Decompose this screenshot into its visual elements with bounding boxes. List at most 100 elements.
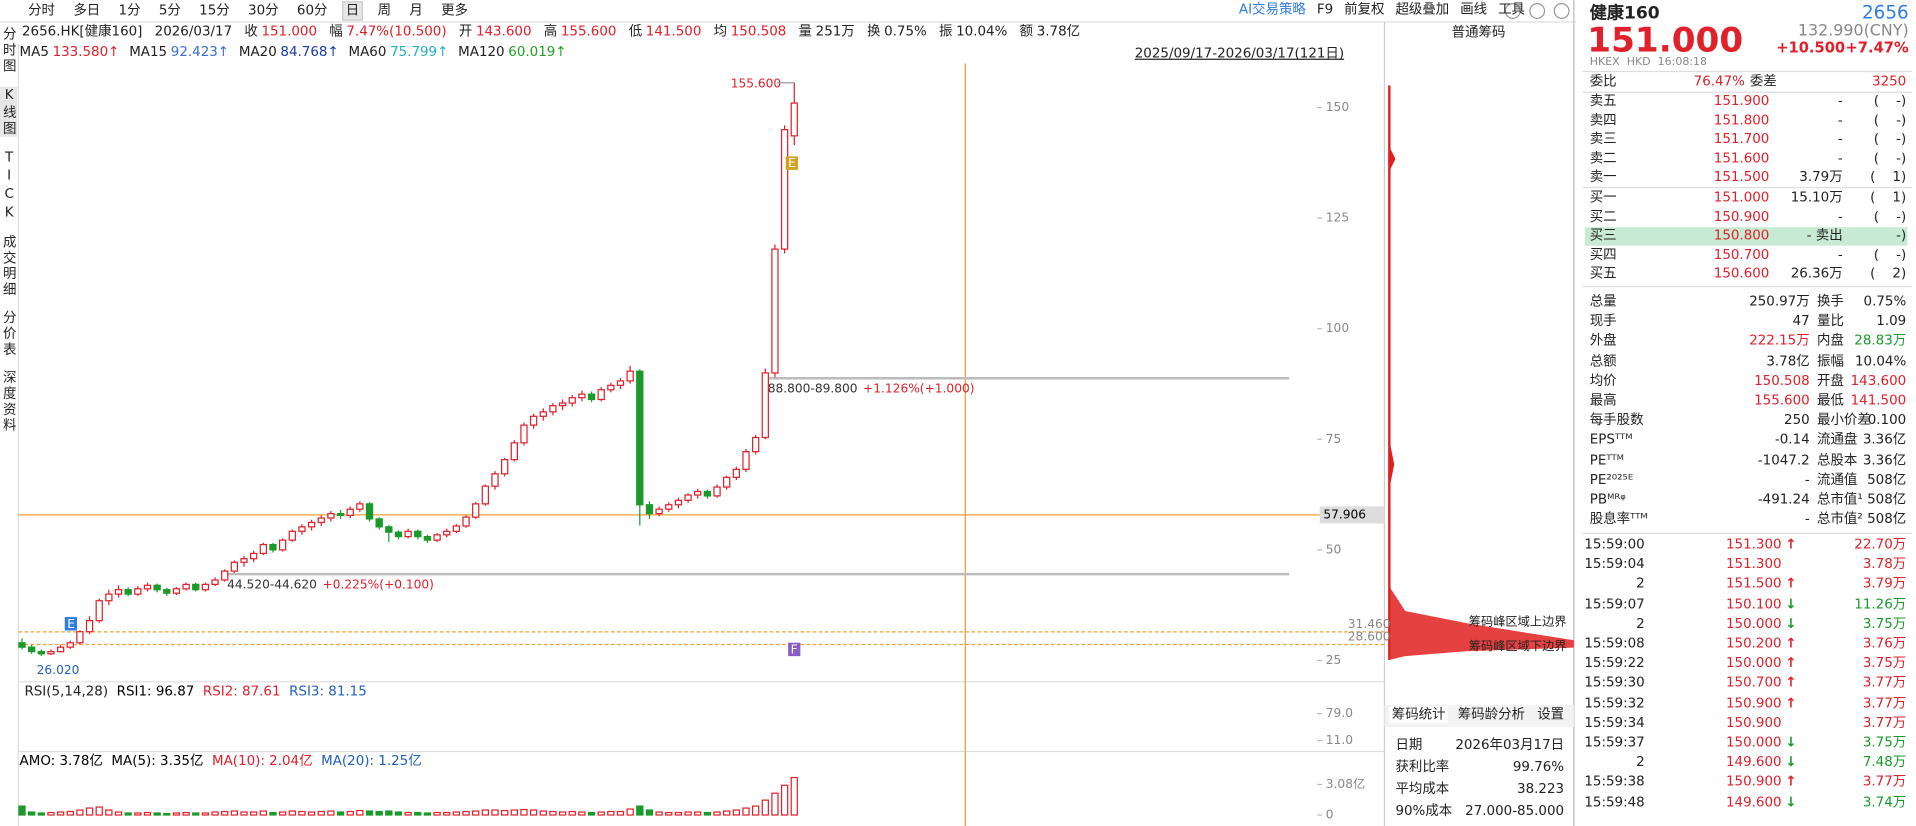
candle-body [288,530,296,541]
chip-blip [1389,439,1395,489]
candle-body [626,370,634,382]
book-count: ( -) [1873,130,1907,147]
tick-arrow: ↓ [1785,615,1797,632]
chip-tab[interactable]: 筹码龄分析 [1457,706,1525,723]
tick-arrow: ↓ [1785,754,1797,771]
candle-body [192,583,200,591]
candle-body [607,384,615,391]
candle-body [655,508,663,515]
candle-body [163,589,171,594]
stock-code: 2656.HK[健康160] [21,23,143,40]
chip-tab[interactable]: 设置 [1537,706,1565,723]
period-tab[interactable]: 1分 [118,2,141,19]
tick-time: 15:59:32 [1584,694,1645,711]
chip-stat-value: 99.76% [1512,758,1565,775]
tick-time: 15:59:04 [1584,556,1645,573]
period-tab[interactable]: 更多 [441,2,469,19]
tick-price: 150.000 [1725,655,1782,672]
period-tab[interactable]: 周 [377,2,392,19]
info-label: 低 [628,23,643,40]
side-tab[interactable]: 成交明细 [1,234,18,299]
tool-button[interactable]: F9 [1316,1,1334,18]
stat-label: 总市值¹ [1817,491,1863,508]
volume-bar [703,811,712,816]
candle-body [616,380,625,386]
volume-bar [529,809,538,816]
candle-body [751,436,760,453]
period-tab[interactable]: 5分 [158,2,181,19]
side-tab[interactable]: 分时图 [1,26,18,75]
period-tab[interactable]: 月 [409,2,423,19]
chip-tab[interactable]: 筹码统计 [1389,706,1448,724]
tick-volume: 3.75万 [1862,734,1907,751]
tick-volume: 3.78万 [1862,556,1907,573]
volume-bar [163,812,171,816]
separator [1582,70,1913,73]
tool-menu: AI交易策略 F9 前复权 超级叠加 画线 工具 [1239,1,1525,18]
rsi-value: RSI1: 96.87 [116,683,195,699]
candle-body [18,642,26,648]
volume-bar [143,811,152,816]
candle-body [37,650,45,655]
rsi-tick-label: 11.0 [1326,733,1353,747]
separator [1582,285,1913,288]
period-tab[interactable]: 分时 [28,2,55,19]
period-tab[interactable]: 30分 [248,2,279,19]
stat-value: 143.600 [1850,372,1907,389]
candle-body [452,525,461,532]
tick-price: 149.600 [1725,793,1782,810]
rsi-value: RSI2: 87.61 [202,683,281,699]
candle-body [529,415,538,426]
tool-button[interactable]: 超级叠加 [1395,1,1450,18]
side-tab[interactable]: 深度资料 [1,370,18,434]
candle-body [307,521,316,528]
stat-value: 508亿 [1867,491,1907,508]
tool-button[interactable]: AI交易策略 [1238,1,1306,18]
volume-bar [665,811,673,816]
candle-body [771,248,779,374]
period-tab[interactable]: 60分 [296,2,328,19]
candle-body [665,504,673,510]
event-marker-label: E [67,617,75,631]
tick-price: 150.200 [1725,635,1782,652]
stat-label: 总额 [1589,352,1617,369]
period-tab[interactable]: 多日 [73,2,101,19]
volume-bar [259,810,267,816]
tick-time: 15:59:08 [1584,635,1645,652]
stat-value: - [1804,510,1810,527]
book-volume: - [1837,130,1843,147]
tick-volume: 3.76万 [1862,635,1907,652]
volume-bar [578,811,586,816]
event-marker [788,642,801,657]
info-item: 高 155.600 [544,23,617,40]
candle-body [732,468,741,478]
candle-body [47,650,55,655]
book-price: 151.500 [1713,169,1770,185]
tool-button[interactable]: 画线 [1460,1,1488,18]
book-volume: - [1837,111,1843,128]
side-tab[interactable]: TICK [1,149,18,223]
period-tab[interactable]: 日 [342,1,363,21]
tick-time: 2 [1636,754,1645,771]
tool-button[interactable]: 前复权 [1344,1,1385,18]
book-count: ( 1) [1870,189,1907,206]
volume-bar [616,810,625,816]
y-tick-label: 100 [1326,321,1349,335]
candle-body [636,370,644,506]
tool-button[interactable]: 工具 [1498,1,1525,18]
book-price: 150.600 [1713,265,1770,282]
side-tab[interactable]: 分价表 [1,310,18,359]
book-label: 买三 [1589,227,1617,244]
candle-body [549,405,557,413]
y-tick-label: 125 [1326,211,1349,225]
stat-label: PE²⁰²⁵ᴱ [1589,471,1634,488]
info-value: 3.78亿 [1036,23,1081,40]
book-label: 买一 [1589,189,1617,206]
side-tab[interactable]: K线图 [0,86,18,137]
change-pct: +7.47% [1845,39,1909,57]
tick-volume: 3.77万 [1862,674,1907,691]
stat-value: 250.97万 [1749,293,1810,310]
event-marker [785,156,798,170]
period-tab[interactable]: 15分 [199,2,230,19]
info-label: 振 [939,23,953,40]
